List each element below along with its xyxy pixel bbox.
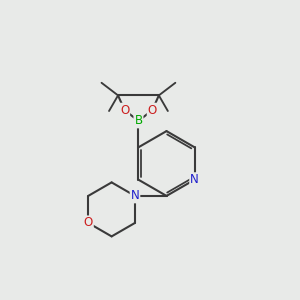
Text: N: N: [130, 189, 140, 203]
Text: N: N: [190, 173, 199, 186]
Text: O: O: [148, 104, 157, 117]
Text: B: B: [134, 114, 142, 128]
Text: O: O: [84, 216, 93, 230]
Text: O: O: [120, 104, 129, 117]
